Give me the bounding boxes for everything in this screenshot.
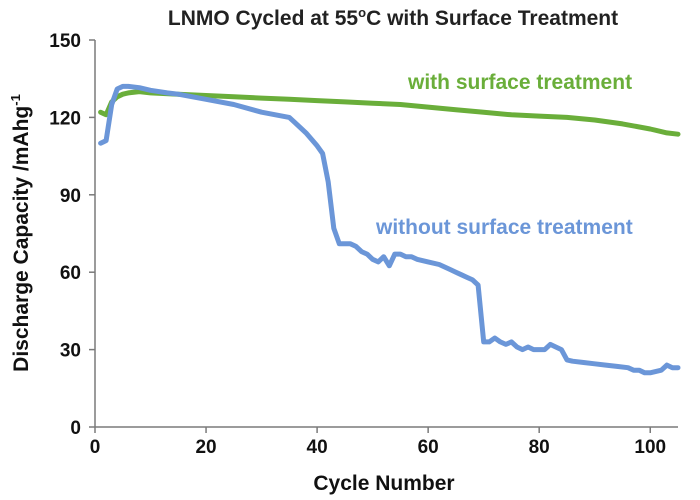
series-line-with-treatment — [98, 89, 681, 137]
plot-axes — [94, 40, 678, 428]
y-tick-label: 0 — [70, 418, 81, 439]
x-tick-label: 80 — [529, 437, 550, 458]
chart-title: LNMO Cycled at 55oC with Surface Treatme… — [168, 5, 618, 30]
series-layer — [98, 83, 681, 376]
series-line-without-treatment — [98, 83, 681, 376]
y-axis-title: Discharge Capacity /mAhg-1 — [8, 94, 33, 372]
title-part: LNMO Cycled at 55 — [168, 7, 359, 30]
y-tick-label: 90 — [60, 186, 81, 207]
title-degree-superscript: o — [358, 5, 366, 20]
y-axis-title-text: Discharge Capacity /mAhg — [10, 106, 33, 372]
y-tick-label: 150 — [49, 31, 81, 52]
series-label-with-treatment: with surface treatment — [407, 71, 632, 94]
x-tick-label: 60 — [418, 437, 439, 458]
series-label-without-treatment: without surface treatment — [375, 216, 633, 239]
y-tick-label: 30 — [60, 341, 81, 362]
x-tick-label: 40 — [307, 437, 328, 458]
x-axis-title: Cycle Number — [313, 472, 454, 495]
title-part: C with Surface Treatment — [366, 7, 618, 30]
axis-ticks: 0 20 40 60 80 100 0 30 60 90 120 150 — [49, 31, 666, 458]
x-tick-label: 0 — [90, 437, 101, 458]
x-tick-label: 20 — [195, 437, 216, 458]
y-axis-title-superscript: -1 — [8, 94, 23, 106]
y-tick-label: 60 — [60, 263, 81, 284]
x-tick-label: 100 — [634, 437, 666, 458]
y-tick-label: 120 — [49, 108, 81, 129]
